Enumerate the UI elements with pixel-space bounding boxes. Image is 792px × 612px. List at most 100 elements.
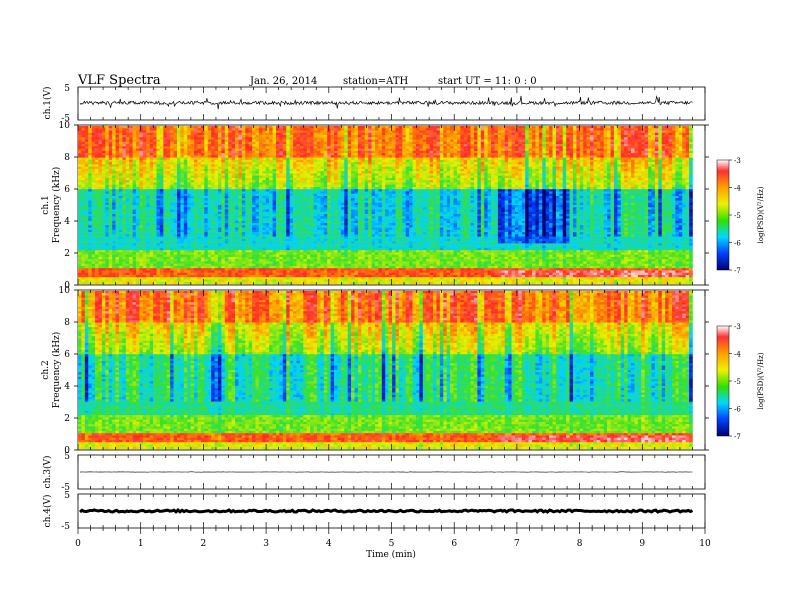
spectrogram-cell [422,164,427,167]
spectrogram-cell [436,148,441,152]
spectrogram-cell [600,175,604,179]
spectrogram-cell [344,175,348,179]
spectrogram-cell [368,177,372,181]
spectrogram-cell [525,180,529,183]
spectrogram-cell [525,126,529,129]
spectrogram-cell [125,135,130,138]
spectrogram-cell [436,139,441,143]
spectrogram-cell [682,128,686,131]
spectrogram-cell [132,144,137,147]
spectrogram-cell [385,162,389,165]
spectrogram-cell [508,132,512,136]
spectrogram-cell [426,128,430,131]
spectrogram-cell [617,159,622,163]
spectrogram-cell [98,153,103,156]
spectrogram-cell [381,164,386,167]
spectrogram-cell [572,175,577,179]
spectrogram-cell [118,157,123,161]
spectrogram-cell [689,182,693,185]
spectrogram-cell [415,132,420,136]
spectrogram-cell [644,135,649,138]
spectrogram-cell [388,157,393,161]
spectrogram-cell [368,132,372,136]
spectrogram-cell [368,164,372,167]
spectrogram-cell [112,139,116,143]
spectrogram-cell [320,150,325,154]
spectrogram-cell [327,141,331,145]
spectrogram-cell [282,153,287,156]
spectrogram-cell [187,173,191,176]
spectrogram-cell [156,175,161,179]
spectrogram-cell [163,139,168,143]
spectrogram-cell [194,162,198,165]
spectrogram-cell [398,148,403,152]
spectrogram-cell [415,164,420,167]
spectrogram-cell [637,159,642,163]
spectrogram-cell [671,166,676,170]
spectrogram-cell [364,150,369,154]
spectrogram-cell [542,164,546,167]
spectrogram-cell [327,153,331,156]
spectrogram-cell [368,168,372,172]
spectrogram-cell [84,146,89,149]
spectrogram-cell [450,130,454,134]
spectrogram-cell [415,141,420,145]
spectrogram-cell [149,150,154,154]
spectrogram-cell [275,137,280,140]
spectrogram-cell [419,184,424,188]
spectrogram-cell [477,157,482,161]
spectrogram-cell [105,128,110,131]
spectrogram-cell [665,126,669,129]
spectrogram-cell [491,148,495,152]
spectrogram-cell [177,173,181,176]
spectrogram-cell [545,182,550,185]
spectrogram-cell [671,130,676,134]
spectrogram-cell [637,130,642,134]
spectrogram-cell [183,180,188,183]
spectrogram-cell [415,155,420,158]
spectrogram-cell [187,141,191,145]
spectrogram-cell [555,168,560,172]
spectrogram-cell [637,135,642,138]
spectrogram-cell [163,168,168,172]
spectrogram-cell [463,157,468,161]
spectrogram-cell [378,130,383,134]
spectrogram-cell [610,175,615,179]
spectrogram-cell [525,171,529,174]
spectrogram-cell [624,157,628,161]
spectrogram-cell [81,182,86,185]
spectrogram-cell [88,153,92,156]
spectrogram-cell [685,130,690,134]
spectrogram-cell [668,148,673,152]
spectrogram-cell [207,150,212,154]
spectrogram-cell [494,184,499,188]
spectrogram-cell [344,126,348,129]
spectrogram-cell [579,141,584,145]
spectrogram-cell [187,128,191,131]
spectrogram-cell [392,186,396,190]
spectrogram-cell [149,135,154,138]
spectrogram-cell [214,159,219,163]
spectrogram-cell [351,168,355,172]
spectrogram-cell [689,135,693,138]
spectrogram-cell [593,141,598,145]
spectrogram-cell [293,182,297,185]
spectrogram-cell [115,150,120,154]
spectrogram-cell [340,130,345,134]
spectrogram-cell [429,173,434,176]
spectrogram-cell [313,148,318,152]
spectrogram-cell [555,132,560,136]
spectrogram-cell [351,146,355,149]
spectrogram-cell [675,132,680,136]
spectrogram-cell [542,144,546,147]
spectrogram-cell [204,135,209,138]
spectrogram-cell [665,171,669,174]
spectrogram-cell [125,157,130,161]
spectrogram-cell [501,137,505,140]
spectrogram-cell [156,135,161,138]
spectrogram-cell [443,128,447,131]
spectrogram-cell [572,164,577,167]
spectrogram-cell [610,150,615,154]
spectrogram-cell [484,166,488,170]
spectrogram-cell [180,135,185,138]
